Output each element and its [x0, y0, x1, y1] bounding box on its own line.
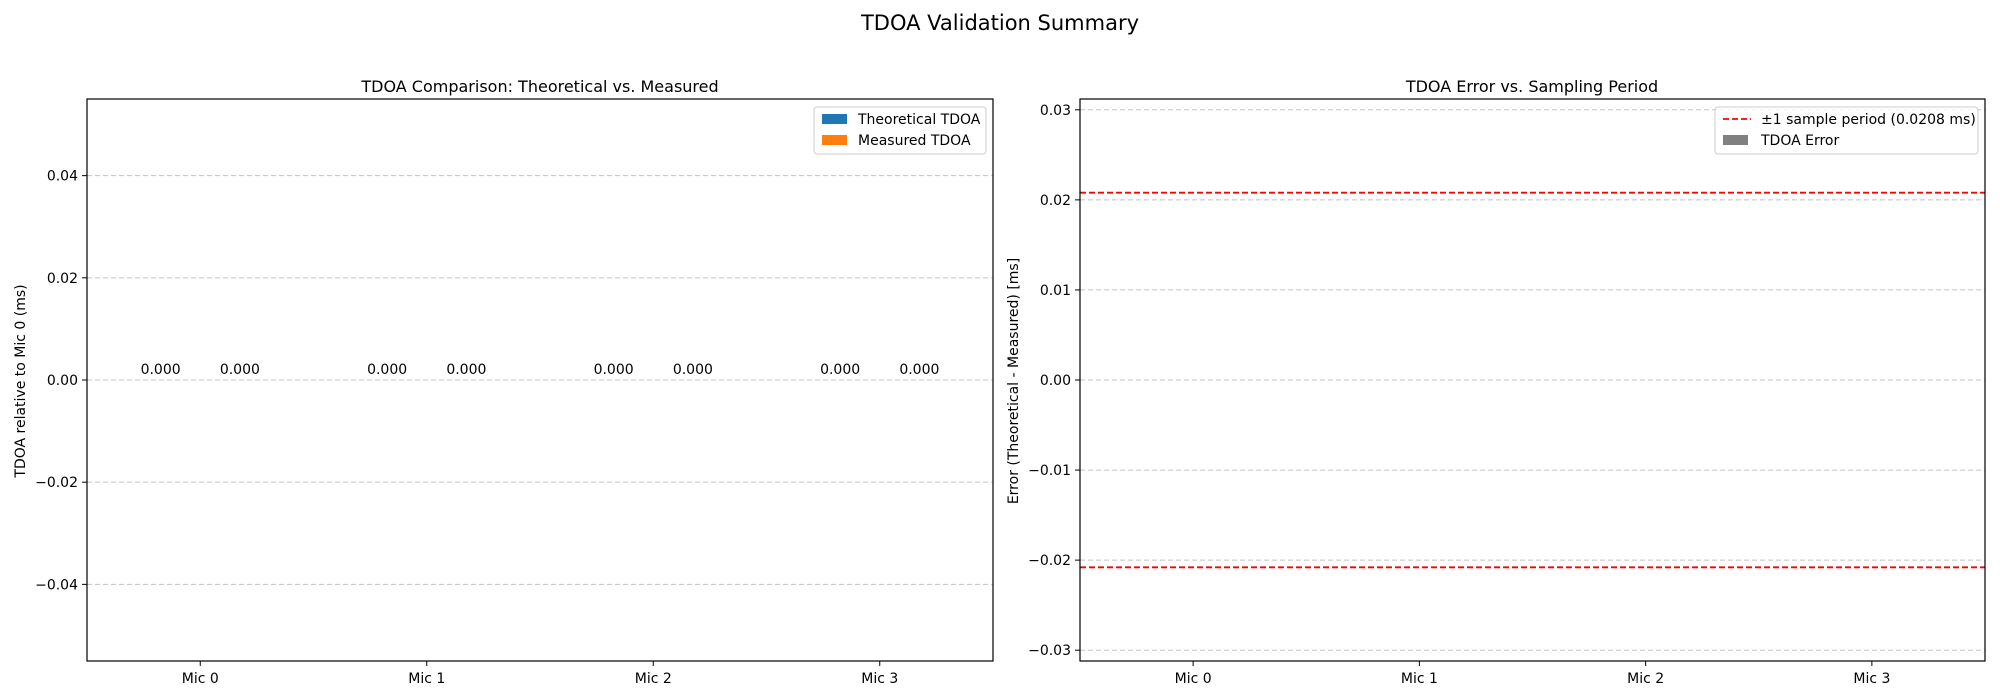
y-tick-label: 0.01 — [1040, 283, 1071, 299]
legend: ±1 sample period (0.0208 ms) TDOA Error — [1714, 106, 1979, 155]
y-tick-label: 0.04 — [47, 169, 78, 185]
y-ticks: −0.04 −0.02 0.00 0.02 0.04 — [35, 169, 87, 593]
legend-label-sample-period: ±1 sample period (0.0208 ms) — [1761, 112, 1976, 128]
grid-lines — [1080, 109, 1985, 651]
y-tick-label: 0.03 — [1040, 103, 1071, 119]
figure-title: TDOA Validation Summary — [860, 11, 1139, 35]
y-tick-label: 0.02 — [47, 271, 78, 287]
x-tick-label: Mic 3 — [861, 671, 898, 687]
x-ticks: Mic 0 Mic 1 Mic 2 Mic 3 — [182, 661, 898, 687]
legend-label-measured: Measured TDOA — [858, 133, 971, 149]
y-axis-label: TDOA relative to Mic 0 (ms) — [13, 284, 29, 478]
bar-value-label: 0.000 — [594, 362, 634, 378]
y-tick-label: −0.02 — [35, 475, 78, 491]
x-tick-label: Mic 2 — [635, 671, 672, 687]
bars: 0.000 0.000 0.000 0.000 0.000 0.000 0.000 0.000 — [141, 362, 940, 378]
legend: Theoretical TDOA Measured TDOA — [813, 106, 987, 155]
y-tick-label: 0.00 — [47, 373, 78, 389]
y-tick-label: −0.02 — [1028, 553, 1071, 569]
bar-value-label: 0.000 — [220, 362, 260, 378]
legend-swatch-error — [1723, 135, 1748, 145]
chart-title: TDOA Error vs. Sampling Period — [1405, 77, 1658, 96]
y-tick-label: −0.03 — [1028, 643, 1071, 659]
bar-value-label: 0.000 — [820, 362, 860, 378]
x-tick-label: Mic 1 — [1401, 671, 1438, 687]
x-tick-label: Mic 0 — [1175, 671, 1212, 687]
bar-value-label: 0.000 — [141, 362, 181, 378]
y-ticks: −0.03 −0.02 −0.01 0.00 0.01 0.02 0.03 — [1028, 103, 1080, 659]
y-tick-label: −0.04 — [35, 577, 78, 593]
y-axis-label: Error (Theoretical - Measured) [ms] — [1006, 258, 1022, 504]
x-tick-label: Mic 1 — [408, 671, 445, 687]
bar-value-label: 0.000 — [673, 362, 713, 378]
y-tick-label: −0.01 — [1028, 463, 1071, 479]
legend-box — [813, 106, 987, 155]
x-tick-label: Mic 2 — [1627, 671, 1664, 687]
bar-value-label: 0.000 — [899, 362, 939, 378]
legend-box — [1714, 106, 1979, 155]
tdoa-error-chart: TDOA Error vs. Sampling Period Error (Th… — [1006, 77, 1986, 687]
bar-value-label: 0.000 — [367, 362, 407, 378]
legend-swatch-theoretical — [822, 114, 847, 124]
x-tick-label: Mic 0 — [182, 671, 219, 687]
legend-label-error: TDOA Error — [1760, 133, 1840, 149]
reference-lines — [1080, 191, 1985, 569]
tdoa-comparison-chart: TDOA Comparison: Theoretical vs. Measure… — [13, 77, 994, 687]
y-tick-label: 0.02 — [1040, 193, 1071, 209]
legend-label-theoretical: Theoretical TDOA — [857, 112, 981, 128]
bar-value-label: 0.000 — [446, 362, 486, 378]
plot-frame — [1079, 98, 1986, 662]
chart-title: TDOA Comparison: Theoretical vs. Measure… — [360, 77, 718, 96]
legend-swatch-measured — [822, 135, 847, 145]
plot-frame — [86, 98, 994, 662]
x-tick-label: Mic 3 — [1853, 671, 1890, 687]
x-ticks: Mic 0 Mic 1 Mic 2 Mic 3 — [1175, 661, 1890, 687]
grid-lines — [87, 175, 993, 585]
y-tick-label: 0.00 — [1040, 373, 1071, 389]
